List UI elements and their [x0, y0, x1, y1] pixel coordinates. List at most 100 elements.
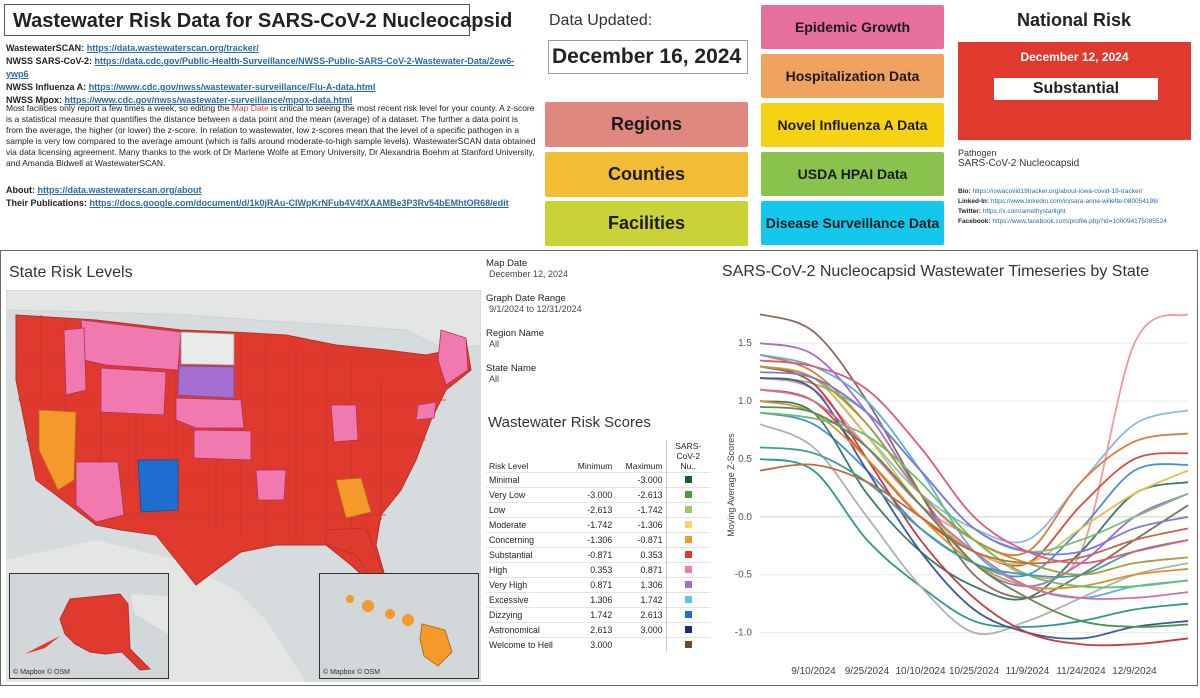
- table-row: Concerning -1.306 -0.871: [486, 532, 710, 548]
- bio-link[interactable]: https://iowacovid19tracker.org/about-iow…: [972, 188, 1143, 195]
- table-row: Dizzying 1.742 2.613: [486, 607, 710, 623]
- source-link-row: NWSS Influenza A: https://www.cdc.gov/nw…: [6, 82, 376, 92]
- x-tick-label: 12/9/2024: [1112, 666, 1157, 677]
- maximum-cell: [615, 637, 666, 653]
- pathogen-label: Pathogen: [958, 148, 997, 158]
- maximum-cell: 3.000: [615, 622, 666, 638]
- table-row: Very Low -3.000 -2.613: [486, 487, 710, 503]
- publications-link[interactable]: https://docs.google.com/document/d/1k0jR…: [89, 198, 509, 208]
- series-line[interactable]: [759, 359, 1189, 565]
- facilities-button[interactable]: Facilities: [545, 201, 748, 246]
- risk-scores-table: Risk Level Minimum Maximum SARS-CoV-2 Nu…: [486, 440, 710, 653]
- usda-hpai-button[interactable]: USDA HPAI Data: [761, 152, 944, 196]
- table-row: Substantial -0.871 0.353: [486, 547, 710, 563]
- disease-surveillance-button[interactable]: Disease Surveillance Data: [761, 201, 944, 245]
- risk-color-swatch: [684, 506, 692, 513]
- x-tick-label: 10/10/2024: [895, 666, 945, 677]
- epidemic-growth-button[interactable]: Epidemic Growth: [761, 5, 944, 49]
- x-tick-label: 10/25/2024: [949, 666, 999, 677]
- minimum-cell: 0.871: [567, 577, 616, 593]
- minimum-cell: -1.742: [567, 517, 616, 533]
- series-line[interactable]: [759, 423, 1189, 635]
- facebook-link[interactable]: https://www.facebook.com/profile.php?id=…: [992, 218, 1167, 225]
- risk-level-cell: Concerning: [486, 532, 568, 548]
- series-line[interactable]: [759, 377, 1189, 640]
- nwss-influenza-link[interactable]: https://www.cdc.gov/nwss/wastewater-surv…: [88, 82, 376, 92]
- x-tick-label: 9/10/2024: [791, 666, 836, 677]
- series-line[interactable]: [759, 365, 1189, 576]
- minimum-cell: 0.353: [567, 562, 616, 578]
- minimum-cell: -1.306: [567, 532, 616, 548]
- filter-label-region: Region Name: [486, 328, 545, 339]
- risk-color-swatch: [684, 476, 692, 483]
- hawaii-inset: © Mapbox © OSM: [319, 573, 479, 679]
- risk-color-swatch: [684, 611, 692, 618]
- series-line[interactable]: [759, 463, 1189, 565]
- dashboard-lower-panel: [0, 250, 1198, 686]
- risk-color-swatch: [684, 521, 692, 528]
- source-link-row: NWSS SARS-CoV-2: https://data.cdc.gov/Pu…: [6, 56, 515, 79]
- y-tick-label: 0.5: [738, 454, 752, 465]
- x-tick-label: 11/9/2024: [1006, 666, 1050, 677]
- color-swatch-cell: [665, 472, 710, 488]
- series-line[interactable]: [759, 365, 1189, 647]
- wastewaterscan-link[interactable]: https://data.wastewaterscan.org/tracker/: [86, 43, 259, 53]
- risk-level-cell: Very Low: [486, 487, 568, 503]
- maximum-cell: 1.306: [615, 577, 666, 593]
- minimum-cell: -3.000: [567, 487, 616, 503]
- y-axis-label: Moving Average Z-Scores: [726, 433, 736, 537]
- filter-graph-range[interactable]: 9/1/2024 to 12/31/2024: [489, 304, 582, 314]
- state-risk-map[interactable]: © Mapbox © OSM © Mapbox © OSM: [6, 290, 481, 682]
- series-line[interactable]: [759, 353, 1189, 599]
- table-row: Excessive 1.306 1.742: [486, 592, 710, 608]
- about-link[interactable]: https://data.wastewaterscan.org/about: [37, 185, 202, 195]
- nwss-sarscov2-link[interactable]: https://data.cdc.gov/Public-Health-Surve…: [6, 56, 515, 79]
- alaska-inset: © Mapbox © OSM: [9, 573, 169, 679]
- risk-level-cell: Excessive: [486, 592, 568, 608]
- color-swatch-cell: [665, 517, 710, 533]
- risk-scores-title: Wastewater Risk Scores: [488, 414, 651, 431]
- risk-color-swatch: [684, 491, 692, 498]
- novel-influenza-button[interactable]: Novel Influenza A Data: [761, 103, 944, 147]
- about-links: About: https://data.wastewaterscan.org/a…: [6, 185, 509, 208]
- timeseries-chart[interactable]: 1.5 1.0 0.5 0.0 -0.5 -1.0 Moving Average Z-Sco…: [716, 290, 1196, 684]
- series-line[interactable]: [759, 400, 1189, 590]
- minimum-cell: -0.871: [567, 547, 616, 563]
- minimum-cell: 1.306: [567, 592, 616, 608]
- series-line[interactable]: [759, 458, 1189, 628]
- data-updated-label: Data Updated:: [549, 12, 653, 29]
- timeseries-title: SARS-CoV-2 Nucleocapsid Wastewater Times…: [722, 263, 1150, 280]
- series-line[interactable]: [759, 313, 1189, 599]
- y-tick-label: 1.0: [738, 396, 752, 407]
- risk-level-cell: Very High: [486, 577, 568, 593]
- maximum-cell: 2.613: [615, 607, 666, 623]
- table-row: Minimal -3.000: [486, 472, 710, 488]
- series-line[interactable]: [759, 371, 1189, 556]
- risk-level-cell: Low: [486, 502, 568, 518]
- filter-map-date[interactable]: December 12, 2024: [489, 269, 569, 279]
- map-date-highlight: Map Date: [231, 103, 269, 113]
- minimum-cell: 1.742: [567, 607, 616, 623]
- alaska-map: [10, 574, 168, 678]
- filter-region[interactable]: All: [489, 339, 500, 349]
- nwss-mpox-link[interactable]: https://www.cdc.gov/nwss/wastewater-surv…: [64, 95, 353, 105]
- map-credit: © Mapbox © OSM: [323, 669, 380, 676]
- table-row: Welcome to Hell 3.000: [486, 637, 710, 653]
- filter-state[interactable]: All: [489, 374, 500, 384]
- series-line[interactable]: [759, 405, 1189, 628]
- national-risk-level: Substantial: [994, 78, 1158, 100]
- series-line[interactable]: [759, 400, 1189, 601]
- maximum-cell: -2.613: [615, 487, 666, 503]
- regions-button[interactable]: Regions: [545, 102, 748, 147]
- y-tick-label: 1.5: [738, 338, 752, 349]
- twitter-link[interactable]: https://x.com/amethystarlight: [982, 208, 1066, 215]
- linkedin-link[interactable]: https://www.linkedin.com/in/sara-anne-wi…: [990, 198, 1159, 205]
- maximum-cell: 0.871: [615, 562, 666, 578]
- source-links: WastewaterSCAN: https://data.wastewaters…: [6, 42, 536, 107]
- risk-scores-body: Minimal -3.000 Very Low -3.000 -2.613 Low -2.6…: [486, 472, 710, 653]
- description-text: Most facilities only report a few times …: [6, 103, 536, 168]
- hospitalization-data-button[interactable]: Hospitalization Data: [761, 54, 944, 98]
- counties-button[interactable]: Counties: [545, 152, 748, 197]
- risk-color-swatch: [684, 641, 692, 649]
- data-updated-value: December 16, 2024: [548, 40, 748, 74]
